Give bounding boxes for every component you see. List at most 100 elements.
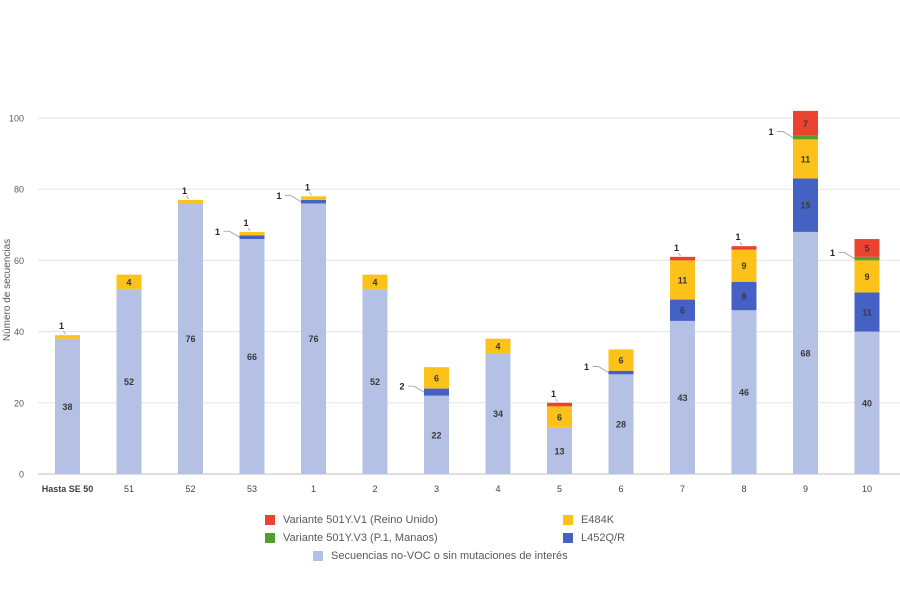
data-label: 1 <box>830 248 835 258</box>
data-label: 6 <box>434 373 439 383</box>
bar-segment-e484k <box>854 260 880 293</box>
legend-swatch-novoc <box>313 551 323 561</box>
x-tick-label: 10 <box>862 484 872 494</box>
data-label: 6 <box>557 413 562 423</box>
data-label: 38 <box>62 402 72 412</box>
legend-item-v3: Variante 501Y.V3 (P.1, Manaos) <box>265 532 438 544</box>
data-label: 52 <box>124 377 134 387</box>
label-leader <box>223 230 240 238</box>
x-tick-label: Hasta SE 50 <box>42 484 94 494</box>
legend-label-v1: Variante 501Y.V1 (Reino Unido) <box>283 514 438 526</box>
x-tick-label: 8 <box>741 484 746 494</box>
bar-segment-v1 <box>793 110 818 136</box>
data-label: 76 <box>185 334 195 344</box>
data-label: 9 <box>741 261 746 271</box>
x-tick-label: 51 <box>124 484 134 494</box>
label-leader <box>678 252 681 257</box>
data-label: 5 <box>864 243 869 253</box>
x-tick-label: 1 <box>311 484 316 494</box>
label-leader <box>247 227 251 232</box>
data-label: 1 <box>243 218 248 228</box>
bar-segment-v3 <box>854 256 880 261</box>
bar-segment-e484k <box>239 231 265 236</box>
x-axis: Hasta SE 50 51 52 53 1 2 3 4 5 6 7 8 9 10 <box>42 484 872 494</box>
bar-segment-l452 <box>424 388 449 396</box>
bar-segment-novoc <box>424 395 449 474</box>
legend-label-l452: L452Q/R <box>581 532 626 544</box>
y-tick-label: 60 <box>14 256 24 266</box>
bar-segment-v1 <box>670 256 695 261</box>
data-label: 1 <box>305 182 310 192</box>
gridlines <box>38 117 900 475</box>
data-label: 11 <box>801 154 811 164</box>
bar-segment-novoc <box>608 374 634 474</box>
bar-segment-v1 <box>731 246 757 250</box>
legend-item-e484k: E484K <box>563 514 614 526</box>
bar-segment-novoc <box>178 203 203 474</box>
bar-segment-v1 <box>547 402 572 407</box>
label-leader <box>838 252 855 259</box>
legend-item-novoc: Secuencias no-VOC o sin mutaciones de in… <box>313 550 568 562</box>
data-label: 7 <box>803 119 808 129</box>
data-label: 4 <box>372 277 377 287</box>
bars <box>55 110 880 474</box>
data-label: 11 <box>862 308 872 318</box>
x-tick-label: 9 <box>803 484 808 494</box>
y-tick-label: 0 <box>19 470 24 480</box>
data-label: 13 <box>554 446 564 456</box>
data-label: 68 <box>800 348 810 358</box>
bar-segment-e484k <box>485 338 511 353</box>
data-label: 4 <box>495 341 500 351</box>
data-label: 66 <box>247 352 257 362</box>
data-labels: 3815247616611761152422623441361286143611… <box>59 119 872 457</box>
bar-segment-e484k <box>301 196 326 200</box>
data-label: 6 <box>680 306 685 316</box>
label-leader <box>592 366 609 373</box>
y-tick-label: 20 <box>14 398 24 408</box>
y-tick-label: 80 <box>14 185 24 195</box>
label-leader <box>555 398 558 403</box>
data-label: 1 <box>584 362 589 372</box>
bar-segment-l452 <box>608 370 634 375</box>
bar-segment-e484k <box>608 349 634 371</box>
label-leader <box>309 192 312 196</box>
label-leader <box>63 330 66 335</box>
label-leader <box>186 195 189 200</box>
data-label: 1 <box>215 227 220 237</box>
legend-label-v3: Variante 501Y.V3 (P.1, Manaos) <box>283 532 438 544</box>
bar-segment-e484k <box>116 274 142 289</box>
x-tick-label: 5 <box>557 484 562 494</box>
bar-segment-e484k <box>547 406 572 428</box>
bar-segment-e484k <box>670 260 695 300</box>
legend-label-novoc: Secuencias no-VOC o sin mutaciones de in… <box>331 550 568 562</box>
legend-swatch-l452 <box>563 533 573 543</box>
data-label: 28 <box>616 420 626 430</box>
label-leader <box>285 195 302 203</box>
data-label: 8 <box>741 292 746 302</box>
bar-segment-novoc <box>547 427 572 474</box>
bar-segment-e484k <box>178 199 203 204</box>
bar-segment-e484k <box>55 335 80 339</box>
data-label: 1 <box>276 191 281 201</box>
bar-segment-l452 <box>670 299 695 321</box>
x-tick-label: 52 <box>185 484 195 494</box>
bar-segment-l452 <box>239 235 265 240</box>
bar-segment-l452 <box>793 178 818 232</box>
data-label: 1 <box>182 186 187 196</box>
data-label: 40 <box>862 398 872 408</box>
bar-segment-novoc <box>793 231 818 474</box>
y-tick-label: 100 <box>9 114 24 124</box>
legend-swatch-v1 <box>265 515 275 525</box>
bar-segment-novoc <box>731 310 757 474</box>
legend-item-l452: L452Q/R <box>563 532 625 544</box>
data-label: 11 <box>678 275 688 285</box>
label-leader <box>739 241 743 246</box>
legend-swatch-e484k <box>563 515 573 525</box>
bar-segment-e484k <box>424 367 449 389</box>
x-tick-label: 2 <box>372 484 377 494</box>
data-label: 1 <box>735 232 740 242</box>
data-label: 43 <box>677 393 687 403</box>
bar-segment-novoc <box>239 239 265 474</box>
label-leader <box>408 385 425 393</box>
